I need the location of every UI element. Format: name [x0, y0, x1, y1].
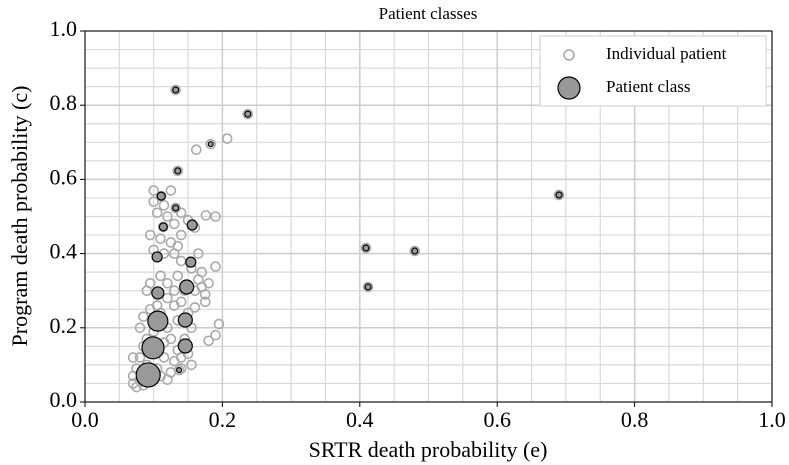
x-tick-label: 1.0	[758, 407, 786, 432]
patient-point	[170, 202, 181, 214]
y-tick-label: 0.4	[50, 239, 78, 264]
patient-point	[155, 270, 166, 282]
patient-point	[158, 200, 170, 211]
patient-point	[162, 211, 173, 222]
patient-point	[210, 211, 221, 222]
patient-point	[148, 185, 159, 196]
x-tick-label: 0.4	[346, 407, 374, 432]
class-point	[207, 141, 214, 148]
x-tick-label: 0.8	[621, 407, 649, 432]
y-tick-label: 0.8	[50, 90, 78, 115]
patient-point	[144, 229, 156, 241]
legend-marker	[563, 49, 575, 61]
class-point	[177, 312, 193, 328]
x-axis-label: SRTR death probability (e)	[309, 437, 548, 462]
patient-point	[242, 108, 254, 120]
class-point	[147, 310, 169, 332]
y-axis-label: Program death probability (c)	[7, 86, 32, 347]
patient-point	[203, 335, 214, 347]
patient-point	[169, 218, 180, 230]
legend-marker	[557, 76, 581, 100]
patient-point	[210, 329, 221, 341]
patient-point	[162, 277, 173, 289]
patient-point	[409, 245, 421, 257]
patient-point	[172, 270, 184, 282]
class-point	[362, 244, 370, 252]
patient-point	[138, 311, 149, 322]
legend-label: Patient class	[606, 77, 691, 96]
patient-point	[158, 352, 170, 363]
class-point	[411, 247, 419, 255]
patient-point	[155, 233, 166, 245]
class-point	[177, 338, 193, 354]
patient-point	[362, 281, 374, 293]
legend-items: Individual patient Patient class	[557, 44, 727, 100]
patient-point	[189, 302, 201, 313]
patient-point	[170, 84, 181, 96]
class-point	[555, 191, 563, 199]
ticks: 0.0 0.2 0.4 0.6 0.8 1.0 0.0 0.2 0.4 0.6 0.8 1.0	[50, 16, 786, 432]
patient-point	[172, 165, 184, 177]
plot-frame	[84, 30, 773, 403]
class-point	[156, 191, 166, 201]
patient-point	[203, 277, 214, 289]
class-point	[151, 251, 163, 263]
patient-point	[127, 352, 139, 363]
patient-point	[196, 266, 208, 278]
class-point	[141, 336, 165, 360]
x-tick-label: 0.6	[483, 407, 511, 432]
patient-point	[169, 285, 180, 297]
patient-point	[151, 207, 163, 219]
class-point	[179, 279, 195, 295]
patient-point	[213, 318, 225, 330]
patient-point	[199, 289, 211, 300]
y-tick-label: 0.0	[50, 387, 78, 412]
legend-label: Individual patient	[606, 44, 727, 63]
class-point	[172, 204, 180, 212]
patient-point	[172, 240, 184, 252]
patient-point	[190, 144, 202, 156]
patient-point	[360, 242, 372, 254]
patient-point	[173, 364, 185, 376]
patient-point	[221, 133, 233, 144]
x-tick-label: 0.2	[209, 407, 237, 432]
x-tick-label: 0.0	[71, 407, 99, 432]
patient-point	[199, 296, 211, 308]
patient-point	[148, 196, 159, 207]
class-point	[185, 256, 197, 268]
class-point	[174, 167, 182, 175]
class-point	[172, 86, 180, 94]
patient-point	[193, 248, 204, 259]
patient-point	[175, 229, 187, 241]
class-point	[244, 110, 252, 118]
class-point	[135, 362, 161, 388]
patient-point	[151, 300, 163, 311]
y-tick-label: 0.6	[50, 164, 78, 189]
class-point	[186, 219, 198, 231]
patient-point	[205, 138, 217, 150]
patient-point	[186, 359, 197, 371]
patient-point	[134, 322, 146, 334]
patient-point	[144, 277, 156, 289]
y-tick-label: 0.2	[50, 313, 78, 338]
class-point	[176, 367, 183, 374]
patient-point	[162, 292, 173, 304]
class-point	[151, 286, 165, 300]
patient-point	[553, 189, 565, 201]
patient-point	[165, 185, 177, 196]
patient-point	[134, 352, 146, 363]
chart-title: Patient classes	[379, 4, 478, 23]
class-point	[158, 222, 168, 232]
patient-point	[175, 296, 187, 308]
class-point	[364, 283, 372, 291]
legend: Individual patient Patient class	[539, 35, 767, 107]
y-tick-label: 1.0	[50, 16, 78, 41]
marks	[127, 84, 565, 393]
patient-point	[210, 261, 221, 272]
